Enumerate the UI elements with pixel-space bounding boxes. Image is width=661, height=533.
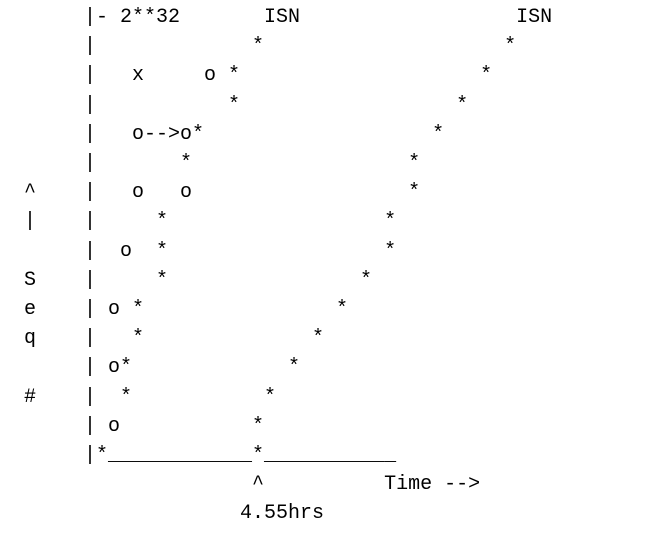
ascii-art-text: |- 2**32 ISN ISN | * * | x o * * | * * |… (24, 6, 553, 526)
